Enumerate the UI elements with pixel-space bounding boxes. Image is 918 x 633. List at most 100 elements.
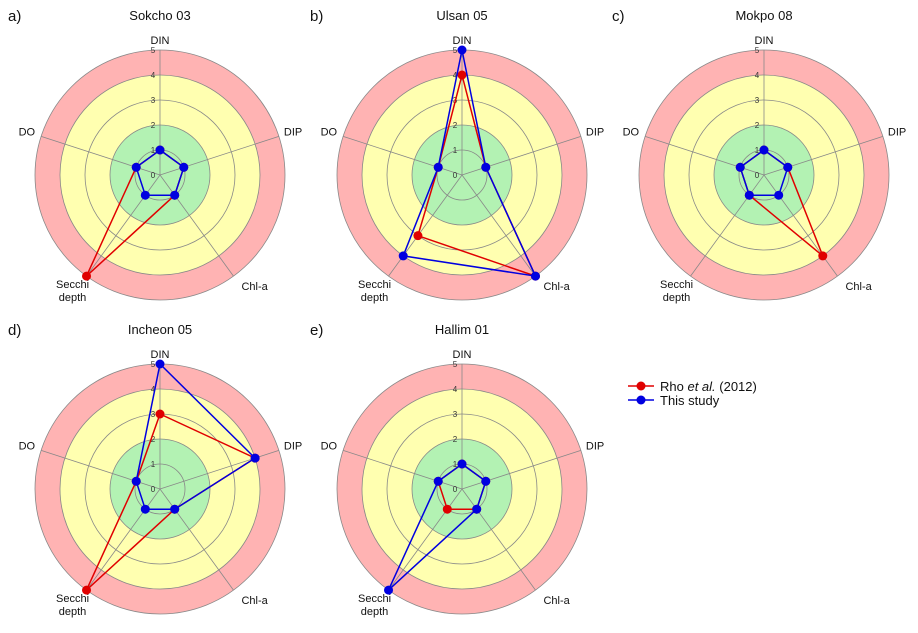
data-point-this-study (433, 476, 443, 486)
axis-label: Secchi depth (358, 279, 391, 304)
radial-tick-label: 4 (755, 71, 760, 80)
legend: Rho et al. (2012)This study (628, 379, 757, 408)
data-point-rho (442, 504, 452, 514)
data-point-rho (155, 409, 165, 419)
data-point-this-study (131, 476, 141, 486)
data-point-this-study (131, 162, 141, 172)
radial-tick-label: 3 (151, 96, 156, 105)
axis-label: DO (321, 440, 338, 452)
axis-label: DIN (151, 35, 170, 47)
axis-label: DIP (586, 126, 604, 138)
radial-tick-label: 0 (755, 171, 760, 180)
data-point-rho (82, 271, 92, 281)
axis-label: Secchi depth (56, 593, 89, 618)
data-point-this-study (384, 585, 394, 595)
panel-letter: c) (612, 8, 625, 25)
axis-label: Chl-a (241, 595, 268, 607)
radial-tick-label: 1 (453, 146, 458, 155)
data-point-this-study (433, 162, 443, 172)
series-line-this-study (387, 463, 487, 591)
radial-tick-label: 1 (151, 460, 156, 469)
legend-label: This study (660, 393, 720, 408)
axis-label: Secchi depth (358, 593, 391, 618)
data-point-this-study (155, 359, 165, 369)
data-point-this-study (155, 145, 165, 155)
axis-label: Secchi depth (56, 279, 89, 304)
axis-label: Chl-a (543, 281, 570, 293)
radial-tick-label: 4 (453, 385, 458, 394)
radial-tick-label: 4 (453, 71, 458, 80)
data-point-this-study (250, 453, 260, 463)
data-point-this-study (759, 145, 769, 155)
legend-marker (636, 381, 646, 391)
panel-letter: e) (310, 322, 323, 339)
radial-tick-label: 4 (151, 385, 156, 394)
radial-tick-label: 5 (755, 46, 760, 55)
data-point-rho (457, 70, 467, 80)
axis-spoke (461, 174, 536, 277)
data-point-rho (818, 251, 828, 261)
data-point-this-study (140, 504, 150, 514)
panel-title: Ulsan 05 (436, 8, 487, 23)
radial-tick-label: 1 (151, 146, 156, 155)
data-point-this-study (170, 504, 180, 514)
panel-letter: d) (8, 322, 21, 339)
data-point-this-study (774, 190, 784, 200)
radial-tick-label: 2 (151, 435, 156, 444)
radial-tick-label: 2 (453, 435, 458, 444)
radial-tick-label: 3 (151, 410, 156, 419)
axis-label: DIN (151, 349, 170, 361)
data-point-this-study (140, 190, 150, 200)
axis-label: Secchi depth (660, 279, 693, 304)
series-line-rho (85, 412, 257, 591)
axis-label: Chl-a (845, 281, 872, 293)
axis-label: DIP (586, 440, 604, 452)
axis-label: DIP (284, 126, 302, 138)
series-line-this-study (402, 49, 537, 278)
data-point-this-study (472, 504, 482, 514)
axis-label: DIP (284, 440, 302, 452)
data-point-this-study (783, 162, 793, 172)
axis-label: DO (321, 126, 338, 138)
radial-tick-label: 0 (453, 485, 458, 494)
radial-tick-label: 1 (755, 146, 760, 155)
data-point-this-study (457, 45, 467, 55)
radial-tick-label: 5 (453, 46, 458, 55)
radial-tick-label: 2 (453, 121, 458, 130)
data-point-rho (413, 231, 423, 241)
axis-label: Chl-a (543, 595, 570, 607)
radial-tick-label: 5 (151, 46, 156, 55)
data-point-this-study (530, 271, 540, 281)
radial-tick-label: 0 (151, 171, 156, 180)
legend-marker (636, 395, 646, 405)
axis-label: DIN (453, 35, 472, 47)
data-point-this-study (481, 162, 491, 172)
axis-label: DIP (888, 126, 906, 138)
radial-tick-label: 5 (151, 360, 156, 369)
axis-label: DIN (755, 35, 774, 47)
panel-title: Incheon 05 (128, 322, 192, 337)
panel-title: Mokpo 08 (735, 8, 792, 23)
data-point-this-study (170, 190, 180, 200)
radial-tick-label: 4 (151, 71, 156, 80)
data-point-rho (82, 585, 92, 595)
data-point-this-study (735, 162, 745, 172)
panel-letter: a) (8, 8, 21, 25)
data-point-this-study (744, 190, 754, 200)
data-point-this-study (481, 476, 491, 486)
series-line-this-study (135, 149, 185, 196)
radial-tick-label: 2 (151, 121, 156, 130)
axis-label: DO (19, 126, 36, 138)
data-point-this-study (457, 459, 467, 469)
radial-tick-label: 3 (453, 410, 458, 419)
axis-label: Chl-a (241, 281, 268, 293)
panel-title: Sokcho 03 (129, 8, 190, 23)
axis-label: DO (19, 440, 36, 452)
panel-title: Hallim 01 (435, 322, 489, 337)
series-line-rho (416, 74, 537, 278)
